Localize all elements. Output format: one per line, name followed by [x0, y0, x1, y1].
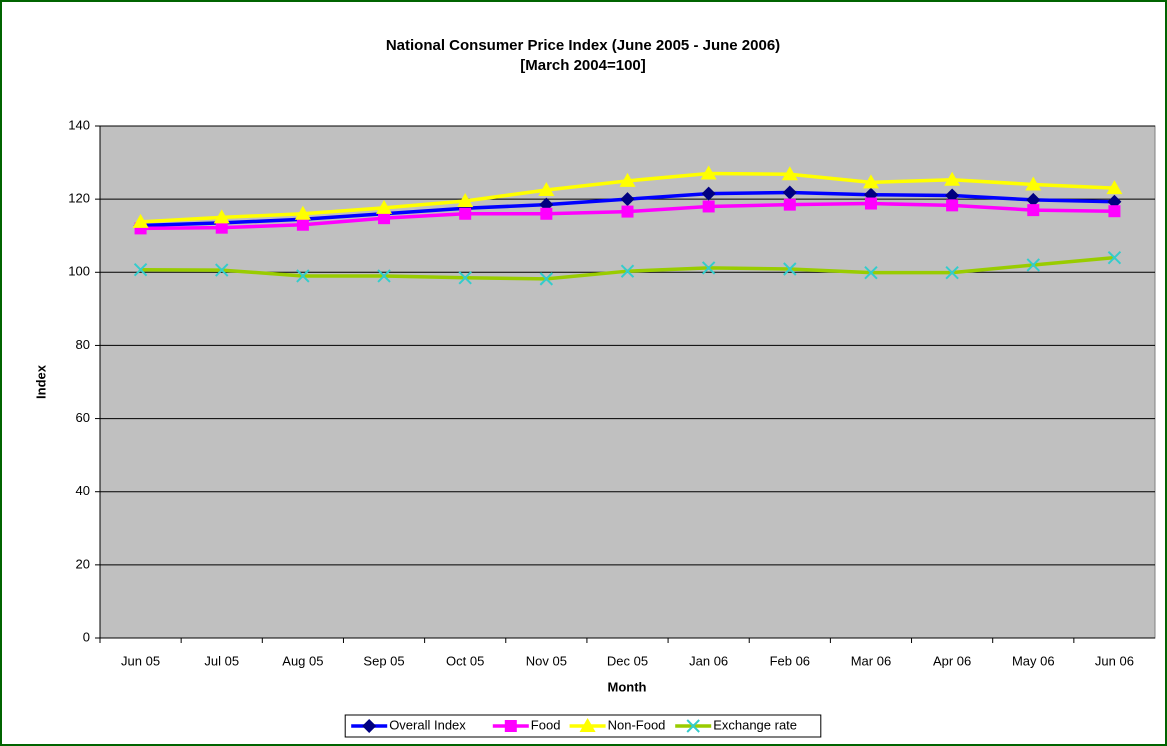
marker	[945, 188, 960, 203]
y-tick-label: 40	[76, 483, 90, 498]
marker	[133, 263, 148, 277]
marker	[457, 192, 474, 207]
marker	[621, 205, 634, 218]
marker	[686, 719, 700, 733]
marker	[620, 264, 635, 278]
x-axis-label: Month	[608, 679, 647, 694]
y-tick-label: 140	[68, 117, 90, 132]
marker	[1026, 192, 1041, 207]
marker	[540, 207, 553, 220]
y-axis-label: Index	[33, 364, 48, 399]
y-tick-label: 20	[76, 556, 90, 571]
marker	[700, 165, 717, 180]
legend-label: Exchange rate	[713, 717, 797, 732]
y-tick-label: 100	[68, 264, 90, 279]
x-tick-label: Jun 05	[121, 653, 160, 668]
y-tick-label: 60	[76, 410, 90, 425]
chart-title: National Consumer Price Index (June 2005…	[386, 37, 780, 54]
marker	[296, 269, 310, 283]
marker	[132, 213, 149, 228]
marker	[579, 718, 596, 732]
marker	[1026, 258, 1040, 272]
marker	[362, 719, 377, 733]
marker	[781, 166, 798, 181]
marker	[296, 218, 309, 231]
marker	[945, 265, 959, 280]
x-tick-label: Jul 05	[204, 653, 239, 668]
marker	[864, 265, 878, 280]
marker	[376, 199, 393, 214]
marker	[378, 212, 391, 225]
x-tick-label: Dec 05	[607, 653, 648, 668]
marker	[377, 269, 391, 283]
marker	[1106, 180, 1123, 195]
marker	[215, 263, 229, 277]
marker	[702, 200, 715, 213]
marker	[864, 197, 877, 210]
marker	[946, 199, 959, 212]
marker	[213, 209, 230, 224]
marker	[862, 174, 879, 189]
y-tick-label: 0	[83, 629, 90, 644]
legend-label: Food	[531, 717, 561, 732]
marker	[619, 172, 636, 187]
y-tick-label: 80	[76, 337, 90, 352]
marker	[538, 182, 555, 196]
marker	[294, 205, 311, 220]
marker	[1025, 176, 1042, 191]
legend-label: Non-Food	[608, 717, 666, 732]
marker	[1107, 194, 1122, 209]
marker	[620, 192, 635, 207]
x-tick-label: May 06	[1012, 653, 1055, 668]
marker	[215, 221, 228, 234]
x-tick-label: Jan 06	[689, 653, 728, 668]
x-tick-label: Mar 06	[851, 653, 891, 668]
y-tick-label: 120	[68, 191, 90, 206]
marker	[701, 261, 716, 275]
x-tick-label: Oct 05	[446, 653, 484, 668]
marker	[459, 207, 472, 220]
marker	[1108, 205, 1121, 218]
marker	[458, 271, 472, 285]
x-tick-label: Sep 05	[363, 653, 404, 668]
x-tick-label: Feb 06	[770, 653, 810, 668]
marker	[783, 262, 797, 276]
marker	[783, 198, 796, 211]
marker	[1027, 204, 1040, 217]
x-tick-label: Apr 06	[933, 653, 971, 668]
marker	[504, 720, 517, 732]
marker	[1107, 250, 1122, 265]
marker	[701, 186, 716, 201]
marker	[782, 185, 797, 200]
x-tick-label: Jun 06	[1095, 653, 1134, 668]
x-tick-label: Nov 05	[526, 653, 567, 668]
legend-label: Overall Index	[389, 717, 466, 732]
chart-subtitle: [March 2004=100]	[520, 57, 646, 74]
x-tick-label: Aug 05	[282, 653, 323, 668]
marker	[539, 272, 554, 286]
marker	[944, 171, 961, 186]
